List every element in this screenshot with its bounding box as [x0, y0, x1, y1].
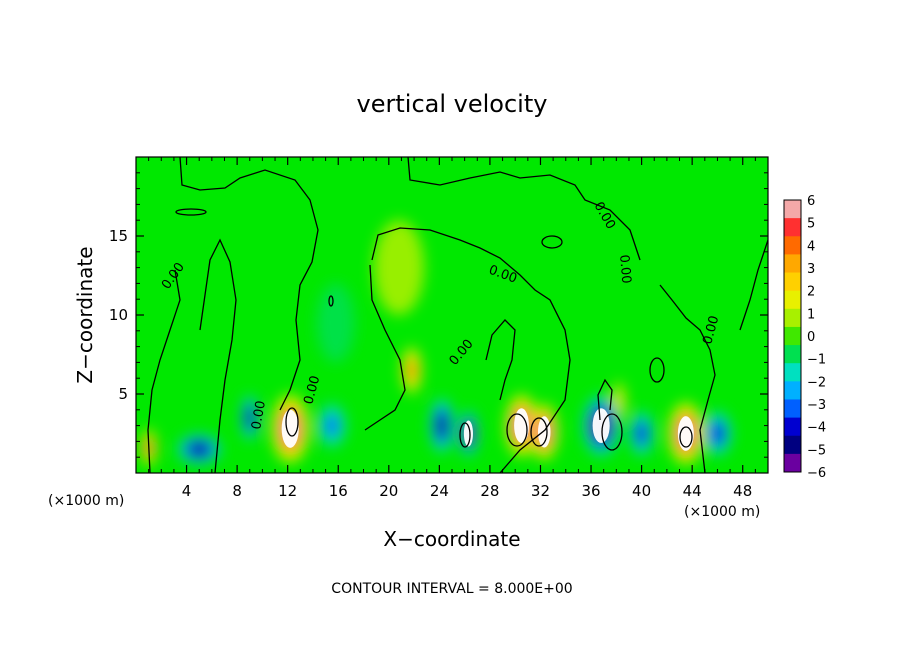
colorbar-frame	[783, 199, 802, 473]
contour-loop	[601, 413, 623, 451]
field-blob	[324, 414, 339, 437]
field-core	[463, 420, 473, 447]
colorbar-label: 5	[807, 217, 815, 232]
colorbar-swatch	[784, 399, 801, 419]
x-unit-left: (×1000 m)	[48, 493, 124, 509]
contour-label: 0.00	[301, 374, 323, 406]
contour-line	[739, 239, 768, 331]
field-blob	[615, 392, 622, 412]
x-tick-label: 24	[430, 482, 449, 500]
contour-label: 0.00	[616, 254, 633, 284]
y-tick-label: 10	[109, 306, 128, 324]
x-tick-label: 44	[683, 482, 702, 500]
colorbar-label: −1	[807, 353, 826, 368]
colorbar-label: −3	[807, 398, 826, 413]
colorbar-label: 1	[807, 307, 815, 322]
field-blob	[316, 283, 355, 363]
colorbar-swatch	[784, 236, 801, 255]
colorbar-label: 0	[807, 330, 815, 345]
x-axis-label: X−coordinate	[383, 527, 520, 551]
y-axis-label: Z−coordinate	[73, 246, 97, 383]
x-tick-label: 8	[232, 482, 242, 500]
contour-loop	[506, 413, 528, 447]
x-tick-label: 32	[531, 482, 550, 500]
colorbar-swatch	[784, 308, 801, 328]
colorbar-label: −5	[807, 443, 826, 458]
field-cores	[281, 408, 694, 451]
colorbar-label: −6	[807, 466, 826, 481]
contour-label: 0.00	[700, 314, 722, 346]
x-tick-label: 20	[379, 482, 398, 500]
field-core	[592, 408, 610, 443]
colorbar-swatch	[784, 290, 801, 310]
x-unit-right: (×1000 m)	[684, 504, 760, 520]
y-tick-label: 15	[109, 227, 128, 245]
field-blob	[711, 424, 724, 443]
field-core	[514, 408, 529, 443]
contour-line	[364, 264, 406, 431]
contour-loop	[459, 422, 471, 448]
contour-interval-note: CONTOUR INTERVAL = 8.000E+00	[331, 581, 572, 597]
contour-line	[179, 157, 319, 411]
contour-line	[371, 227, 571, 473]
x-tick-label: 4	[182, 482, 192, 500]
colorbar: 6 5 4 3 2 1 0 −1 −2 −3 −4 −5 −6	[783, 194, 826, 481]
contour-loop	[328, 295, 334, 307]
x-tick-label: 12	[278, 482, 297, 500]
contour-label: 0.00	[249, 400, 269, 431]
field-blob	[437, 415, 447, 436]
contour-loop	[541, 235, 563, 249]
contour-loop	[175, 208, 207, 216]
zero-contours	[147, 157, 768, 473]
contour-loop	[285, 407, 299, 437]
colorbar-label: 4	[807, 239, 815, 254]
colorbar-swatch	[784, 200, 801, 219]
x-tick-label: 48	[733, 482, 752, 500]
field-blob	[373, 220, 425, 315]
contour-line	[199, 238, 237, 473]
colorbar-label: −2	[807, 375, 826, 390]
colorbar-swatch	[784, 417, 801, 437]
field-blob	[246, 409, 253, 427]
y-tick-label: 5	[118, 385, 128, 403]
colorbar-label: 2	[807, 285, 815, 300]
colorbar-swatch	[784, 453, 801, 473]
contour-loop	[530, 417, 548, 447]
field-core	[281, 409, 299, 448]
field-blob	[636, 424, 647, 443]
colorbar-swatch	[784, 345, 801, 364]
x-tick-label: 36	[581, 482, 600, 500]
colorbar-swatch	[784, 363, 801, 382]
contour-line	[597, 378, 613, 421]
x-tick-label: 28	[480, 482, 499, 500]
field-core	[677, 416, 694, 451]
field-core	[538, 416, 551, 448]
chart-title: vertical velocity	[357, 90, 548, 118]
colorbar-swatch	[784, 272, 801, 292]
colorbar-label: 6	[807, 194, 815, 209]
colorbar-swatch	[784, 326, 801, 346]
colorbar-label: −4	[807, 421, 826, 436]
contour-line	[485, 319, 516, 401]
x-tick-label: 16	[329, 482, 348, 500]
contour-line	[407, 157, 641, 261]
field-blob	[407, 360, 416, 380]
contour-line	[147, 269, 181, 473]
colorbar-swatch	[784, 218, 801, 237]
contour-loop	[649, 357, 665, 383]
colorbar-swatch	[784, 381, 801, 400]
plot-area: 0.00 0.00 0.00 0.00 0.00 0.00 0.00 0.00 …	[109, 156, 769, 500]
colorbar-swatch	[784, 435, 801, 455]
field-blob	[191, 443, 208, 455]
contour-loop	[679, 426, 693, 448]
colorbar-swatch	[784, 254, 801, 274]
colorbar-label: 3	[807, 262, 815, 277]
x-tick-label: 40	[632, 482, 651, 500]
contour-line	[659, 284, 716, 473]
